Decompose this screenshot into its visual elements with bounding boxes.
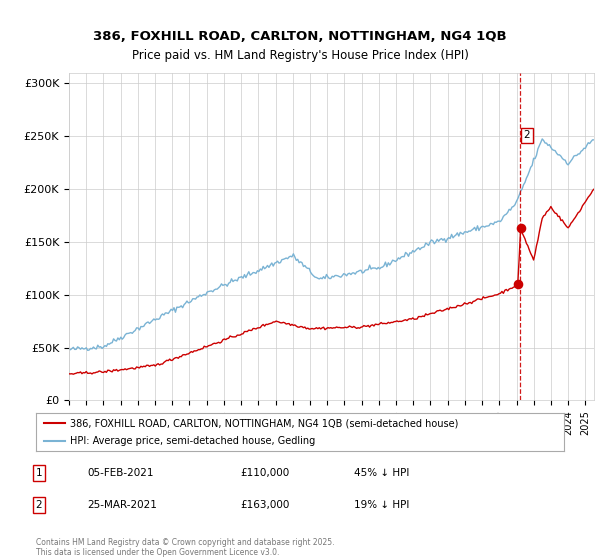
Text: Price paid vs. HM Land Registry's House Price Index (HPI): Price paid vs. HM Land Registry's House …: [131, 49, 469, 63]
Text: 25-MAR-2021: 25-MAR-2021: [87, 500, 157, 510]
Text: £110,000: £110,000: [240, 468, 289, 478]
Point: [513, 279, 523, 288]
Text: 05-FEB-2021: 05-FEB-2021: [87, 468, 154, 478]
Text: 19% ↓ HPI: 19% ↓ HPI: [354, 500, 409, 510]
Text: 1: 1: [35, 468, 43, 478]
Text: £163,000: £163,000: [240, 500, 289, 510]
Text: 386, FOXHILL ROAD, CARLTON, NOTTINGHAM, NG4 1QB: 386, FOXHILL ROAD, CARLTON, NOTTINGHAM, …: [93, 30, 507, 44]
Text: 386, FOXHILL ROAD, CARLTON, NOTTINGHAM, NG4 1QB (semi-detached house): 386, FOXHILL ROAD, CARLTON, NOTTINGHAM, …: [70, 418, 458, 428]
Text: 45% ↓ HPI: 45% ↓ HPI: [354, 468, 409, 478]
Text: 2: 2: [35, 500, 43, 510]
Text: 2: 2: [523, 130, 530, 141]
Text: HPI: Average price, semi-detached house, Gedling: HPI: Average price, semi-detached house,…: [70, 436, 316, 446]
Point: [516, 223, 526, 232]
Text: Contains HM Land Registry data © Crown copyright and database right 2025.
This d: Contains HM Land Registry data © Crown c…: [36, 538, 335, 557]
